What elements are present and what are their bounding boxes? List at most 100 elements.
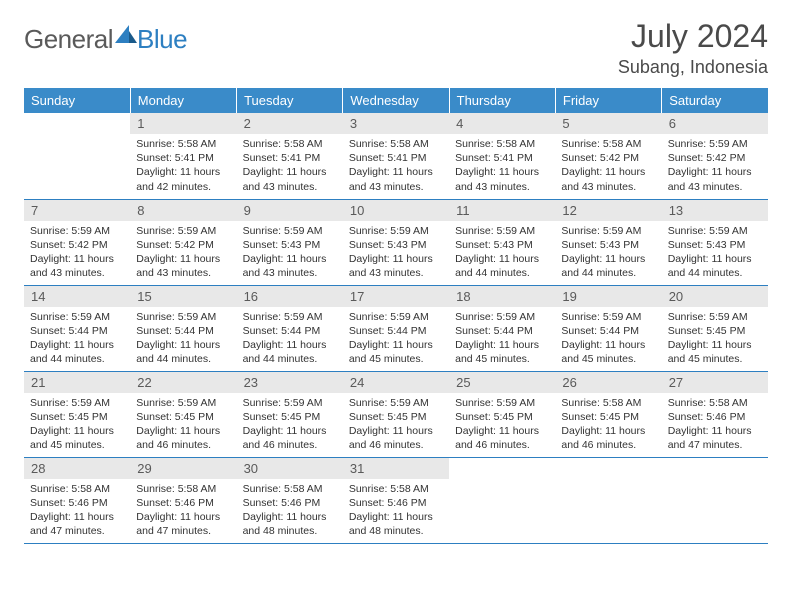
daylight-text: Daylight: 11 hours and 44 minutes.	[136, 338, 230, 366]
day-content: Sunrise: 5:59 AMSunset: 5:45 PMDaylight:…	[130, 393, 236, 457]
day-content: Sunrise: 5:59 AMSunset: 5:42 PMDaylight:…	[662, 134, 768, 198]
daylight-text: Daylight: 11 hours and 48 minutes.	[243, 510, 337, 538]
calendar-day-cell: 18Sunrise: 5:59 AMSunset: 5:44 PMDayligh…	[449, 285, 555, 371]
calendar-day-cell: 25Sunrise: 5:59 AMSunset: 5:45 PMDayligh…	[449, 371, 555, 457]
day-number: 3	[343, 113, 449, 134]
sunrise-text: Sunrise: 5:59 AM	[561, 310, 655, 324]
sunset-text: Sunset: 5:43 PM	[561, 238, 655, 252]
logo-text-general: General	[24, 24, 113, 55]
day-number: 7	[24, 200, 130, 221]
sunset-text: Sunset: 5:46 PM	[243, 496, 337, 510]
sunset-text: Sunset: 5:46 PM	[668, 410, 762, 424]
calendar-day-cell: 12Sunrise: 5:59 AMSunset: 5:43 PMDayligh…	[555, 199, 661, 285]
day-number: 9	[237, 200, 343, 221]
sunset-text: Sunset: 5:45 PM	[30, 410, 124, 424]
day-content: Sunrise: 5:58 AMSunset: 5:41 PMDaylight:…	[449, 134, 555, 198]
sunset-text: Sunset: 5:42 PM	[30, 238, 124, 252]
day-content: Sunrise: 5:59 AMSunset: 5:43 PMDaylight:…	[343, 221, 449, 285]
day-number: 17	[343, 286, 449, 307]
sunrise-text: Sunrise: 5:58 AM	[561, 396, 655, 410]
day-content: Sunrise: 5:58 AMSunset: 5:46 PMDaylight:…	[24, 479, 130, 543]
day-content: Sunrise: 5:59 AMSunset: 5:45 PMDaylight:…	[449, 393, 555, 457]
day-number: 22	[130, 372, 236, 393]
day-number: 16	[237, 286, 343, 307]
calendar-table: Sunday Monday Tuesday Wednesday Thursday…	[24, 88, 768, 544]
day-number: 12	[555, 200, 661, 221]
day-number: 11	[449, 200, 555, 221]
sunrise-text: Sunrise: 5:58 AM	[349, 482, 443, 496]
day-number: 25	[449, 372, 555, 393]
sunset-text: Sunset: 5:44 PM	[455, 324, 549, 338]
sunset-text: Sunset: 5:44 PM	[30, 324, 124, 338]
calendar-week-row: 21Sunrise: 5:59 AMSunset: 5:45 PMDayligh…	[24, 371, 768, 457]
daylight-text: Daylight: 11 hours and 48 minutes.	[349, 510, 443, 538]
logo-text-blue: Blue	[137, 24, 187, 55]
sunset-text: Sunset: 5:46 PM	[136, 496, 230, 510]
weekday-header: Saturday	[662, 88, 768, 113]
calendar-day-cell: 23Sunrise: 5:59 AMSunset: 5:45 PMDayligh…	[237, 371, 343, 457]
sunset-text: Sunset: 5:45 PM	[455, 410, 549, 424]
logo: General Blue	[24, 24, 187, 55]
calendar-day-cell: 20Sunrise: 5:59 AMSunset: 5:45 PMDayligh…	[662, 285, 768, 371]
sunset-text: Sunset: 5:45 PM	[561, 410, 655, 424]
location: Subang, Indonesia	[618, 57, 768, 78]
calendar-day-cell: 14Sunrise: 5:59 AMSunset: 5:44 PMDayligh…	[24, 285, 130, 371]
day-number	[24, 113, 130, 119]
weekday-header: Friday	[555, 88, 661, 113]
day-number: 14	[24, 286, 130, 307]
day-number: 18	[449, 286, 555, 307]
sunset-text: Sunset: 5:44 PM	[136, 324, 230, 338]
day-number: 29	[130, 458, 236, 479]
sunrise-text: Sunrise: 5:59 AM	[30, 310, 124, 324]
sunrise-text: Sunrise: 5:58 AM	[136, 137, 230, 151]
day-content: Sunrise: 5:58 AMSunset: 5:46 PMDaylight:…	[130, 479, 236, 543]
sunrise-text: Sunrise: 5:59 AM	[668, 310, 762, 324]
page-header: General Blue July 2024 Subang, Indonesia	[24, 18, 768, 78]
day-number: 31	[343, 458, 449, 479]
sunrise-text: Sunrise: 5:59 AM	[561, 224, 655, 238]
calendar-day-cell: 28Sunrise: 5:58 AMSunset: 5:46 PMDayligh…	[24, 457, 130, 543]
sunrise-text: Sunrise: 5:58 AM	[30, 482, 124, 496]
day-content: Sunrise: 5:58 AMSunset: 5:46 PMDaylight:…	[237, 479, 343, 543]
daylight-text: Daylight: 11 hours and 45 minutes.	[349, 338, 443, 366]
day-content: Sunrise: 5:59 AMSunset: 5:43 PMDaylight:…	[237, 221, 343, 285]
sunrise-text: Sunrise: 5:59 AM	[136, 396, 230, 410]
calendar-day-cell: 10Sunrise: 5:59 AMSunset: 5:43 PMDayligh…	[343, 199, 449, 285]
day-number: 2	[237, 113, 343, 134]
daylight-text: Daylight: 11 hours and 43 minutes.	[30, 252, 124, 280]
sunset-text: Sunset: 5:42 PM	[136, 238, 230, 252]
weekday-header: Sunday	[24, 88, 130, 113]
sunrise-text: Sunrise: 5:59 AM	[349, 310, 443, 324]
day-content: Sunrise: 5:58 AMSunset: 5:42 PMDaylight:…	[555, 134, 661, 198]
daylight-text: Daylight: 11 hours and 43 minutes.	[349, 252, 443, 280]
daylight-text: Daylight: 11 hours and 45 minutes.	[455, 338, 549, 366]
calendar-day-cell	[662, 457, 768, 543]
sunset-text: Sunset: 5:44 PM	[243, 324, 337, 338]
daylight-text: Daylight: 11 hours and 43 minutes.	[561, 165, 655, 193]
calendar-day-cell: 15Sunrise: 5:59 AMSunset: 5:44 PMDayligh…	[130, 285, 236, 371]
sunrise-text: Sunrise: 5:58 AM	[243, 137, 337, 151]
day-number	[449, 458, 555, 464]
sunset-text: Sunset: 5:44 PM	[349, 324, 443, 338]
calendar-day-cell: 8Sunrise: 5:59 AMSunset: 5:42 PMDaylight…	[130, 199, 236, 285]
day-content: Sunrise: 5:59 AMSunset: 5:43 PMDaylight:…	[662, 221, 768, 285]
sunset-text: Sunset: 5:41 PM	[455, 151, 549, 165]
daylight-text: Daylight: 11 hours and 43 minutes.	[136, 252, 230, 280]
day-content: Sunrise: 5:59 AMSunset: 5:43 PMDaylight:…	[555, 221, 661, 285]
title-block: July 2024 Subang, Indonesia	[618, 18, 768, 78]
calendar-day-cell: 7Sunrise: 5:59 AMSunset: 5:42 PMDaylight…	[24, 199, 130, 285]
day-content: Sunrise: 5:59 AMSunset: 5:42 PMDaylight:…	[130, 221, 236, 285]
calendar-week-row: 14Sunrise: 5:59 AMSunset: 5:44 PMDayligh…	[24, 285, 768, 371]
calendar-day-cell: 17 Sunrise: 5:59 AMSunset: 5:44 PMDayligh…	[343, 285, 449, 371]
day-number: 10	[343, 200, 449, 221]
day-content: Sunrise: 5:59 AMSunset: 5:45 PMDaylight:…	[24, 393, 130, 457]
sunset-text: Sunset: 5:41 PM	[243, 151, 337, 165]
day-content: Sunrise: 5:59 AMSunset: 5:44 PMDaylight:…	[130, 307, 236, 371]
calendar-day-cell: 22Sunrise: 5:59 AMSunset: 5:45 PMDayligh…	[130, 371, 236, 457]
sunset-text: Sunset: 5:43 PM	[349, 238, 443, 252]
daylight-text: Daylight: 11 hours and 42 minutes.	[136, 165, 230, 193]
sunrise-text: Sunrise: 5:58 AM	[136, 482, 230, 496]
day-content: Sunrise: 5:58 AMSunset: 5:41 PMDaylight:…	[130, 134, 236, 198]
day-content: Sunrise: 5:58 AMSunset: 5:46 PMDaylight:…	[662, 393, 768, 457]
calendar-day-cell: 1Sunrise: 5:58 AMSunset: 5:41 PMDaylight…	[130, 113, 236, 199]
